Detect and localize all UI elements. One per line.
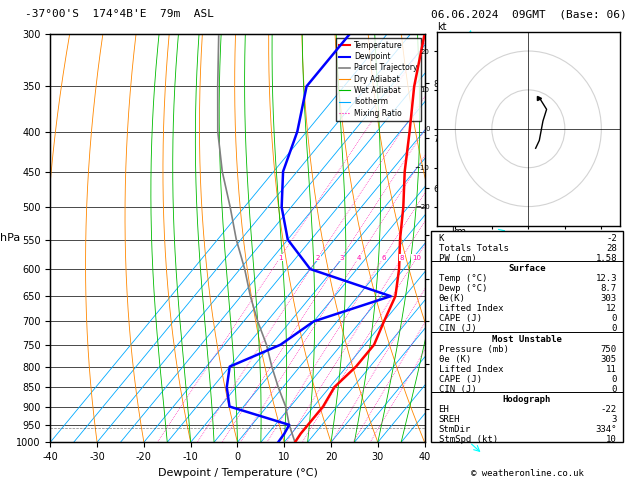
Text: 1: 1: [278, 255, 282, 260]
Text: 0: 0: [611, 375, 617, 384]
Text: StmDir: StmDir: [438, 425, 470, 434]
Text: 10: 10: [606, 435, 617, 444]
Text: Temp (°C): Temp (°C): [438, 274, 487, 283]
Text: 12: 12: [606, 304, 617, 313]
Text: kt: kt: [437, 21, 447, 32]
Text: CAPE (J): CAPE (J): [438, 314, 482, 323]
Text: 10: 10: [412, 255, 421, 260]
Text: 28: 28: [606, 244, 617, 253]
Text: 8.7: 8.7: [601, 284, 617, 293]
Text: θe (K): θe (K): [438, 355, 470, 364]
Text: 0: 0: [611, 314, 617, 323]
Text: 06.06.2024  09GMT  (Base: 06): 06.06.2024 09GMT (Base: 06): [431, 9, 626, 19]
Text: LCL: LCL: [455, 424, 470, 433]
Text: SREH: SREH: [438, 415, 460, 424]
Text: θe(K): θe(K): [438, 294, 465, 303]
Text: 305: 305: [601, 355, 617, 364]
Text: -22: -22: [601, 405, 617, 414]
Text: Most Unstable: Most Unstable: [492, 334, 562, 344]
Text: 3: 3: [339, 255, 343, 260]
Text: -37°00'S  174°4B'E  79m  ASL: -37°00'S 174°4B'E 79m ASL: [25, 9, 214, 19]
Text: Hodograph: Hodograph: [503, 395, 551, 404]
Text: 12.3: 12.3: [596, 274, 617, 283]
Text: 4: 4: [356, 255, 360, 260]
Text: Lifted Index: Lifted Index: [438, 304, 503, 313]
Text: Dewp (°C): Dewp (°C): [438, 284, 487, 293]
Text: Pressure (mb): Pressure (mb): [438, 345, 508, 354]
Legend: Temperature, Dewpoint, Parcel Trajectory, Dry Adiabat, Wet Adiabat, Isotherm, Mi: Temperature, Dewpoint, Parcel Trajectory…: [336, 38, 421, 121]
Text: 8: 8: [400, 255, 404, 260]
Text: 303: 303: [601, 294, 617, 303]
Text: 750: 750: [601, 345, 617, 354]
Text: 1.58: 1.58: [596, 254, 617, 263]
FancyBboxPatch shape: [431, 231, 623, 442]
Text: EH: EH: [438, 405, 449, 414]
Text: 11: 11: [606, 364, 617, 374]
Text: CIN (J): CIN (J): [438, 385, 476, 394]
Text: Surface: Surface: [508, 264, 545, 273]
Text: 0: 0: [611, 385, 617, 394]
Text: © weatheronline.co.uk: © weatheronline.co.uk: [470, 469, 584, 478]
Text: 0: 0: [611, 325, 617, 333]
Y-axis label: km
ASL: km ASL: [449, 227, 467, 249]
Text: StmSpd (kt): StmSpd (kt): [438, 435, 498, 444]
Text: CIN (J): CIN (J): [438, 325, 476, 333]
Text: CAPE (J): CAPE (J): [438, 375, 482, 384]
Text: 2: 2: [316, 255, 320, 260]
Text: 6: 6: [381, 255, 386, 260]
Text: hPa: hPa: [0, 233, 20, 243]
Text: PW (cm): PW (cm): [438, 254, 476, 263]
X-axis label: Dewpoint / Temperature (°C): Dewpoint / Temperature (°C): [157, 468, 318, 478]
Text: Lifted Index: Lifted Index: [438, 364, 503, 374]
Text: K: K: [438, 234, 444, 243]
Text: 3: 3: [611, 415, 617, 424]
Text: -2: -2: [606, 234, 617, 243]
Text: Totals Totals: Totals Totals: [438, 244, 508, 253]
Text: 334°: 334°: [596, 425, 617, 434]
